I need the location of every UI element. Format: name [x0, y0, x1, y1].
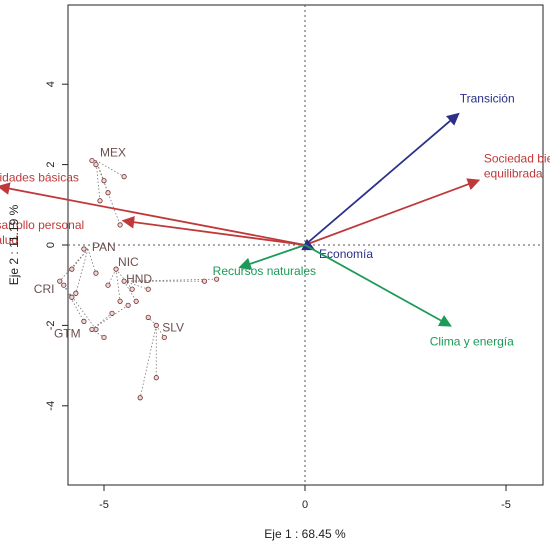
y-axis-title: Eje 2 : 11.19 % [7, 204, 21, 285]
country-point [73, 290, 79, 296]
variable-arrow [121, 215, 306, 246]
y-tick-label: 4 [45, 81, 57, 87]
country-point [121, 174, 127, 180]
variable-label: Economía [319, 247, 373, 261]
country-point [101, 178, 107, 184]
variable-label-line: Transición [460, 91, 515, 105]
country-connector [63, 285, 85, 322]
country-label: HND [126, 272, 152, 286]
country-point [153, 375, 159, 381]
country-connector [115, 268, 133, 290]
country-point [69, 266, 75, 272]
variable-label-line: y salud [0, 233, 18, 247]
variable-label: Recursos naturales [213, 264, 316, 278]
country-point [93, 162, 99, 168]
country-point [105, 190, 111, 196]
country-connector [91, 329, 105, 338]
country-connector [75, 248, 89, 294]
country-point [121, 278, 127, 284]
country-point [57, 278, 63, 284]
country-point [117, 298, 123, 304]
variable-label: Clima y energía [430, 334, 514, 348]
variable-arrow [304, 178, 481, 246]
country-label: PAN [92, 240, 116, 254]
variable-label-line: Clima y energía [430, 334, 514, 348]
x-axis: -10-50-510 [99, 485, 511, 511]
country-connector [123, 280, 149, 290]
country-point [89, 157, 95, 164]
country-point [117, 222, 123, 228]
variable-label-line: Economía [319, 247, 373, 261]
country-point [81, 318, 87, 324]
country-connector [95, 160, 121, 226]
country-connector [115, 269, 121, 302]
x-tick-label: 0 [302, 499, 308, 511]
country-point [161, 334, 167, 341]
y-tick-label: -4 [45, 401, 57, 411]
country-label: CRI [34, 282, 55, 296]
country-connector [91, 304, 129, 330]
country-connector [63, 284, 97, 330]
country-point [129, 286, 135, 292]
country-point [97, 198, 103, 204]
variable-label-line: equilibrada [484, 167, 543, 181]
x-tick-label: -5 [501, 499, 511, 511]
country-label: NIC [118, 255, 139, 269]
variable-label: Desarrollo personaly salud [0, 218, 84, 247]
variable-label: Transición [460, 91, 515, 105]
variable-arrow [304, 112, 460, 246]
country-connector [87, 248, 97, 274]
country-point-clouds [57, 157, 220, 401]
country-point [153, 322, 159, 328]
country-connector [59, 248, 89, 282]
variable-label-line: Sociedad bien [484, 152, 550, 166]
y-tick-label: 0 [45, 242, 57, 248]
variable-label-line: Desarrollo personal [0, 218, 84, 232]
country-label: SLV [162, 320, 184, 334]
variable-label: Necesidades básicas [0, 171, 79, 185]
country-connector [123, 280, 137, 302]
country-point [61, 282, 67, 288]
x-axis-title: Eje 1 : 68.45 % [264, 527, 346, 541]
country-point [109, 310, 115, 316]
y-axis: 4 2 0 -2 -4 [45, 81, 68, 411]
y-tick-label: 2 [45, 162, 57, 168]
country-point [133, 298, 139, 304]
country-point [201, 278, 208, 284]
country-point [113, 266, 119, 272]
country-point [145, 286, 151, 292]
country-point [137, 395, 143, 401]
variable-label-line: Necesidades básicas [0, 171, 79, 185]
x-tick-label: -5 [99, 499, 109, 511]
country-point [69, 294, 75, 300]
country-point [89, 326, 95, 333]
country-point [213, 276, 220, 282]
variable-arrow [304, 244, 452, 327]
y-tick-label: -2 [45, 321, 57, 331]
variable-arrow [238, 244, 306, 270]
country-point [81, 246, 87, 252]
country-point [105, 282, 111, 288]
variable-arrows: Transición Sociedad bienequilibrada Necesi… [0, 91, 550, 348]
country-connector [124, 278, 217, 282]
country-label: GTM [54, 326, 81, 340]
variable-label-line: Recursos naturales [213, 264, 316, 278]
country-point [93, 270, 99, 276]
country-connector [139, 325, 157, 398]
country-point [125, 302, 131, 308]
country-connector [155, 325, 165, 338]
country-connector [95, 160, 125, 178]
country-connector [107, 268, 117, 286]
variable-label: Sociedad bienequilibrada [484, 152, 550, 181]
country-point [101, 334, 107, 341]
country-label: MEX [100, 146, 126, 160]
variable-arrow [0, 182, 306, 246]
country-point [145, 314, 151, 320]
